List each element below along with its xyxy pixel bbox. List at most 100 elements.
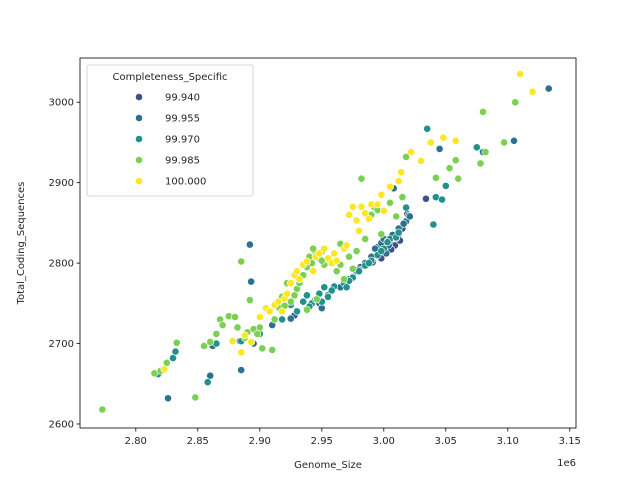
scatter-point — [295, 275, 304, 284]
x-axis: 2.80 2.85 2.90 2.95 3.00 3.05 3.10 3.15 — [125, 428, 581, 447]
x-tick-label: 2.95 — [311, 436, 333, 447]
scatter-point — [357, 202, 366, 211]
legend-entries: 99.940 99.955 99.970 99.985 100.000 — [135, 93, 206, 188]
scatter-point — [290, 291, 299, 300]
scatter-point — [160, 365, 169, 374]
y-tick-label: 2700 — [49, 339, 74, 350]
scatter-point — [397, 168, 406, 177]
scatter-point — [510, 136, 518, 145]
scatter-point — [317, 304, 326, 313]
scatter-point — [386, 198, 394, 207]
scatter-point — [320, 283, 329, 292]
scatter-point — [348, 264, 357, 273]
scatter-point — [283, 289, 291, 298]
scatter-point — [286, 314, 295, 323]
x-tick-label: 2.80 — [125, 436, 147, 447]
legend: Completeness_Specific 99.940 99.955 99.970… — [86, 64, 254, 197]
scatter-point — [423, 124, 432, 133]
scatter-point — [315, 249, 324, 258]
scatter-point — [402, 153, 411, 161]
legend-entry-label: 99.940 — [165, 93, 200, 104]
scatter-point — [345, 252, 353, 261]
x-tick-label: 3.00 — [373, 436, 395, 447]
scatter-point — [303, 291, 311, 300]
y-axis-label: Total_Coding_Sequences — [16, 182, 27, 306]
scatter-point — [332, 267, 341, 276]
points-layer — [98, 70, 553, 414]
scatter-point — [247, 277, 256, 286]
scatter-point — [320, 244, 329, 253]
legend-entry-label: 99.955 — [165, 114, 200, 125]
scatter-point — [383, 238, 392, 247]
scatter-point — [544, 84, 553, 93]
y-axis: 2600 2700 2800 2900 3000 — [49, 98, 80, 430]
x-tick-label: 3.15 — [559, 436, 581, 447]
legend-entry-label: 99.985 — [165, 156, 200, 167]
scatter-point — [327, 286, 336, 295]
scatter-point — [324, 292, 332, 301]
y-tick-label: 2900 — [49, 178, 74, 189]
scatter-point — [191, 393, 200, 402]
scatter-point — [332, 256, 341, 265]
x-axis-label: Genome_Size — [294, 460, 362, 471]
scatter-point — [237, 348, 246, 357]
scatter-point — [169, 354, 177, 362]
scatter-point — [348, 202, 357, 211]
scatter-point — [422, 194, 430, 203]
scatter-point — [293, 307, 301, 316]
scatter-point — [309, 244, 318, 253]
legend-title: Completeness_Specific — [112, 72, 227, 83]
scatter-point — [203, 378, 212, 387]
scatter-point — [268, 346, 277, 354]
scatter-point — [476, 159, 485, 168]
scatter-point — [394, 177, 403, 185]
scatter-point — [399, 219, 408, 228]
legend-entry-label: 99.970 — [165, 135, 200, 146]
scatter-point — [278, 315, 287, 324]
x-tick-label: 2.90 — [249, 436, 271, 447]
legend-marker — [135, 93, 143, 101]
scatter-point — [365, 214, 373, 223]
scatter-point — [407, 148, 415, 157]
scatter-point — [417, 157, 425, 165]
scatter-point — [245, 240, 254, 249]
scatter-point — [253, 329, 262, 338]
scatter-point — [345, 210, 353, 219]
scatter-point — [373, 200, 382, 209]
scatter-point — [500, 138, 508, 147]
scatter-point — [265, 307, 274, 316]
scatter-point — [286, 279, 295, 288]
scatter-point — [218, 321, 227, 329]
scatter-point — [361, 209, 370, 218]
scatter-point — [398, 193, 407, 202]
scatter-point — [270, 315, 279, 324]
scatter-point — [330, 249, 339, 258]
scatter-point — [402, 203, 411, 212]
scatter-point — [340, 275, 349, 284]
scatter-point — [431, 173, 440, 182]
legend-marker — [135, 177, 143, 185]
legend-entry-label: 100.000 — [165, 177, 206, 188]
scatter-point — [441, 181, 450, 190]
scatter-point — [429, 220, 438, 229]
scatter-point — [172, 338, 181, 347]
scatter-point — [377, 247, 386, 255]
scatter-point — [342, 283, 351, 292]
y-tick-label: 2800 — [49, 259, 74, 270]
scatter-point — [278, 307, 287, 316]
scatter-point — [379, 206, 388, 215]
scatter-point — [352, 216, 361, 225]
legend-marker — [135, 156, 143, 164]
plot-frame — [79, 57, 577, 429]
scatter-point — [386, 182, 394, 191]
scatter-point — [435, 144, 444, 153]
scatter-point — [454, 174, 463, 183]
scatter-point — [309, 267, 318, 276]
scatter-point — [245, 296, 254, 305]
scatter-point — [299, 297, 308, 306]
scatter-point — [392, 212, 401, 221]
scatter-point — [255, 313, 264, 321]
scatter-point — [361, 235, 370, 243]
scatter-point — [206, 371, 215, 380]
scatter-point — [451, 136, 460, 145]
